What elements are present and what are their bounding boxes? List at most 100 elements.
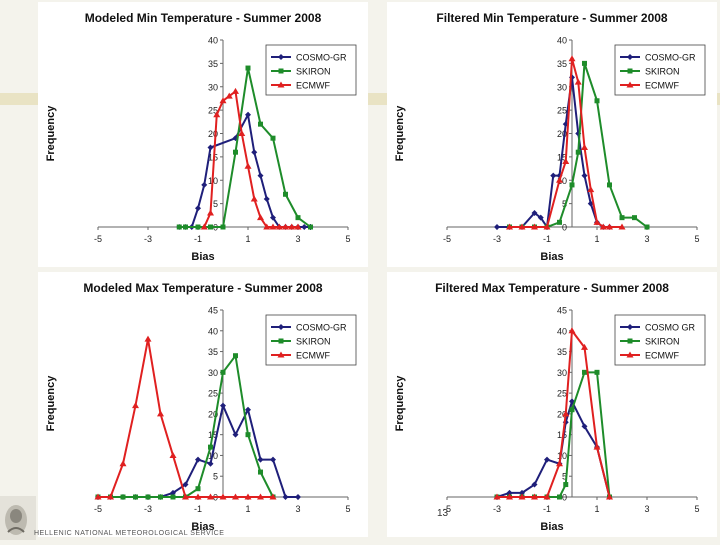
legend-marker <box>627 324 633 330</box>
data-point-skiron <box>208 224 213 230</box>
x-tick-label: 1 <box>245 234 250 244</box>
x-tick-label: -3 <box>493 234 501 244</box>
footer-org-text: HELLENIC NATIONAL METEOROLOGICAL SERVICE <box>34 530 225 537</box>
x-tick-label: 5 <box>694 504 699 514</box>
data-point-ecmwf <box>219 97 227 104</box>
y-tick-label: 15 <box>208 152 218 162</box>
data-point-ecmwf <box>618 223 626 230</box>
data-point-ecmwf <box>282 223 289 230</box>
y-tick-label: 20 <box>557 129 567 139</box>
data-point-ecmwf <box>200 223 208 230</box>
data-point-ecmwf <box>593 443 601 450</box>
y-tick-label: 10 <box>557 451 567 461</box>
data-point-skiron <box>245 65 251 71</box>
y-tick-label: 20 <box>208 129 218 139</box>
data-point-skiron <box>619 215 625 221</box>
data-point-skiron <box>569 182 575 188</box>
data-point-ecmwf <box>263 223 271 230</box>
data-point-cosmo-gr <box>257 172 264 179</box>
data-point-cosmo-gr <box>232 431 239 438</box>
data-point-skiron <box>270 135 276 141</box>
legend-marker <box>278 54 284 60</box>
data-point-ecmwf <box>531 493 538 500</box>
data-point-ecmwf <box>581 144 588 151</box>
hnms-logo <box>0 496 36 540</box>
legend-label-cosmo-gr: COSMO-GR <box>296 323 347 333</box>
data-point-ecmwf <box>587 186 595 193</box>
data-point-ecmwf <box>269 493 277 500</box>
data-point-skiron <box>170 494 176 500</box>
data-point-ecmwf <box>599 223 607 230</box>
data-point-ecmwf <box>543 493 551 500</box>
data-point-skiron <box>233 353 238 359</box>
data-point-cosmo-gr <box>544 456 550 463</box>
data-point-ecmwf <box>269 223 277 230</box>
data-point-skiron <box>607 182 612 188</box>
x-tick-label: -1 <box>543 234 551 244</box>
slide-number: 13 <box>437 508 449 519</box>
data-point-ecmwf <box>250 195 258 202</box>
data-point-skiron <box>233 149 238 155</box>
x-tick-label: -3 <box>144 234 152 244</box>
y-tick-label: 0 <box>562 223 567 233</box>
data-point-skiron <box>245 432 251 438</box>
x-axis-label: Bias <box>191 251 214 263</box>
chart-legend: COSMO-GR SKIRON ECMWF <box>265 314 357 366</box>
chart-panel-modeled-min: Modeled Min Temperature - Summer 2008 0 5 1… <box>38 2 368 267</box>
chart-title: Modeled Max Temperature - Summer 2008 <box>83 281 323 295</box>
legend-label-cosmo-gr: COSMO-GR <box>645 53 696 63</box>
chart-title: Modeled Min Temperature - Summer 2008 <box>85 11 322 25</box>
data-point-ecmwf <box>294 223 302 230</box>
legend-label-ecmwf: ECMWF <box>296 351 330 361</box>
series-line-ecmwf <box>98 338 273 498</box>
y-tick-label: 5 <box>213 199 218 209</box>
chart-panel-filtered-max: Filtered Max Temperature - Summer 2008 0 5… <box>387 272 717 537</box>
series-line-skiron <box>98 353 274 498</box>
data-point-ecmwf <box>132 402 139 409</box>
legend-marker <box>627 68 633 74</box>
data-point-ecmwf <box>225 92 233 99</box>
x-tick-label: -5 <box>443 504 451 514</box>
legend-label-skiron: SKIRON <box>645 67 680 77</box>
chart-modeled-min: Modeled Min Temperature - Summer 2008051… <box>45 11 357 263</box>
data-point-cosmo-gr <box>282 494 289 500</box>
legend-marker <box>278 68 284 74</box>
data-point-skiron <box>120 494 126 500</box>
data-point-cosmo-gr <box>581 172 588 179</box>
x-tick-label: -5 <box>443 234 451 244</box>
data-point-cosmo-gr <box>207 460 214 467</box>
data-point-ecmwf <box>219 493 227 500</box>
data-point-ecmwf <box>593 218 601 225</box>
chart-title: Filtered Max Temperature - Summer 2008 <box>435 281 669 295</box>
data-point-skiron <box>582 369 587 375</box>
y-tick-label: 0 <box>562 493 567 503</box>
data-point-ecmwf <box>275 223 283 230</box>
series-line-cosmo-gr <box>497 77 610 230</box>
y-tick-label: 25 <box>208 389 218 399</box>
x-tick-label: 3 <box>295 504 300 514</box>
data-point-cosmo-gr <box>220 402 226 409</box>
x-axis-label: Bias <box>540 521 563 533</box>
chart-filtered-min: Filtered Min Temperature - Summer 2008 0 5… <box>394 11 706 263</box>
x-tick-label: -5 <box>94 504 102 514</box>
data-point-cosmo-gr <box>257 456 264 463</box>
data-point-ecmwf <box>207 209 214 216</box>
data-point-cosmo-gr <box>569 398 575 405</box>
y-axis-label: Frequency <box>45 375 57 432</box>
y-tick-label: 45 <box>208 306 218 316</box>
data-point-skiron <box>283 191 288 197</box>
data-point-ecmwf <box>107 493 114 500</box>
data-point-ecmwf <box>543 223 551 230</box>
data-point-ecmwf <box>531 223 538 230</box>
y-tick-label: 40 <box>557 326 567 336</box>
series-line-ecmwf <box>497 328 611 498</box>
data-point-skiron <box>258 121 263 127</box>
data-point-skiron <box>594 369 600 375</box>
data-point-ecmwf <box>606 223 613 230</box>
data-point-skiron <box>258 469 263 475</box>
data-point-ecmwf <box>556 176 563 183</box>
legend-marker <box>626 81 634 88</box>
data-point-cosmo-gr <box>251 149 258 156</box>
data-point-cosmo-gr <box>506 489 513 496</box>
data-point-skiron <box>582 60 587 66</box>
